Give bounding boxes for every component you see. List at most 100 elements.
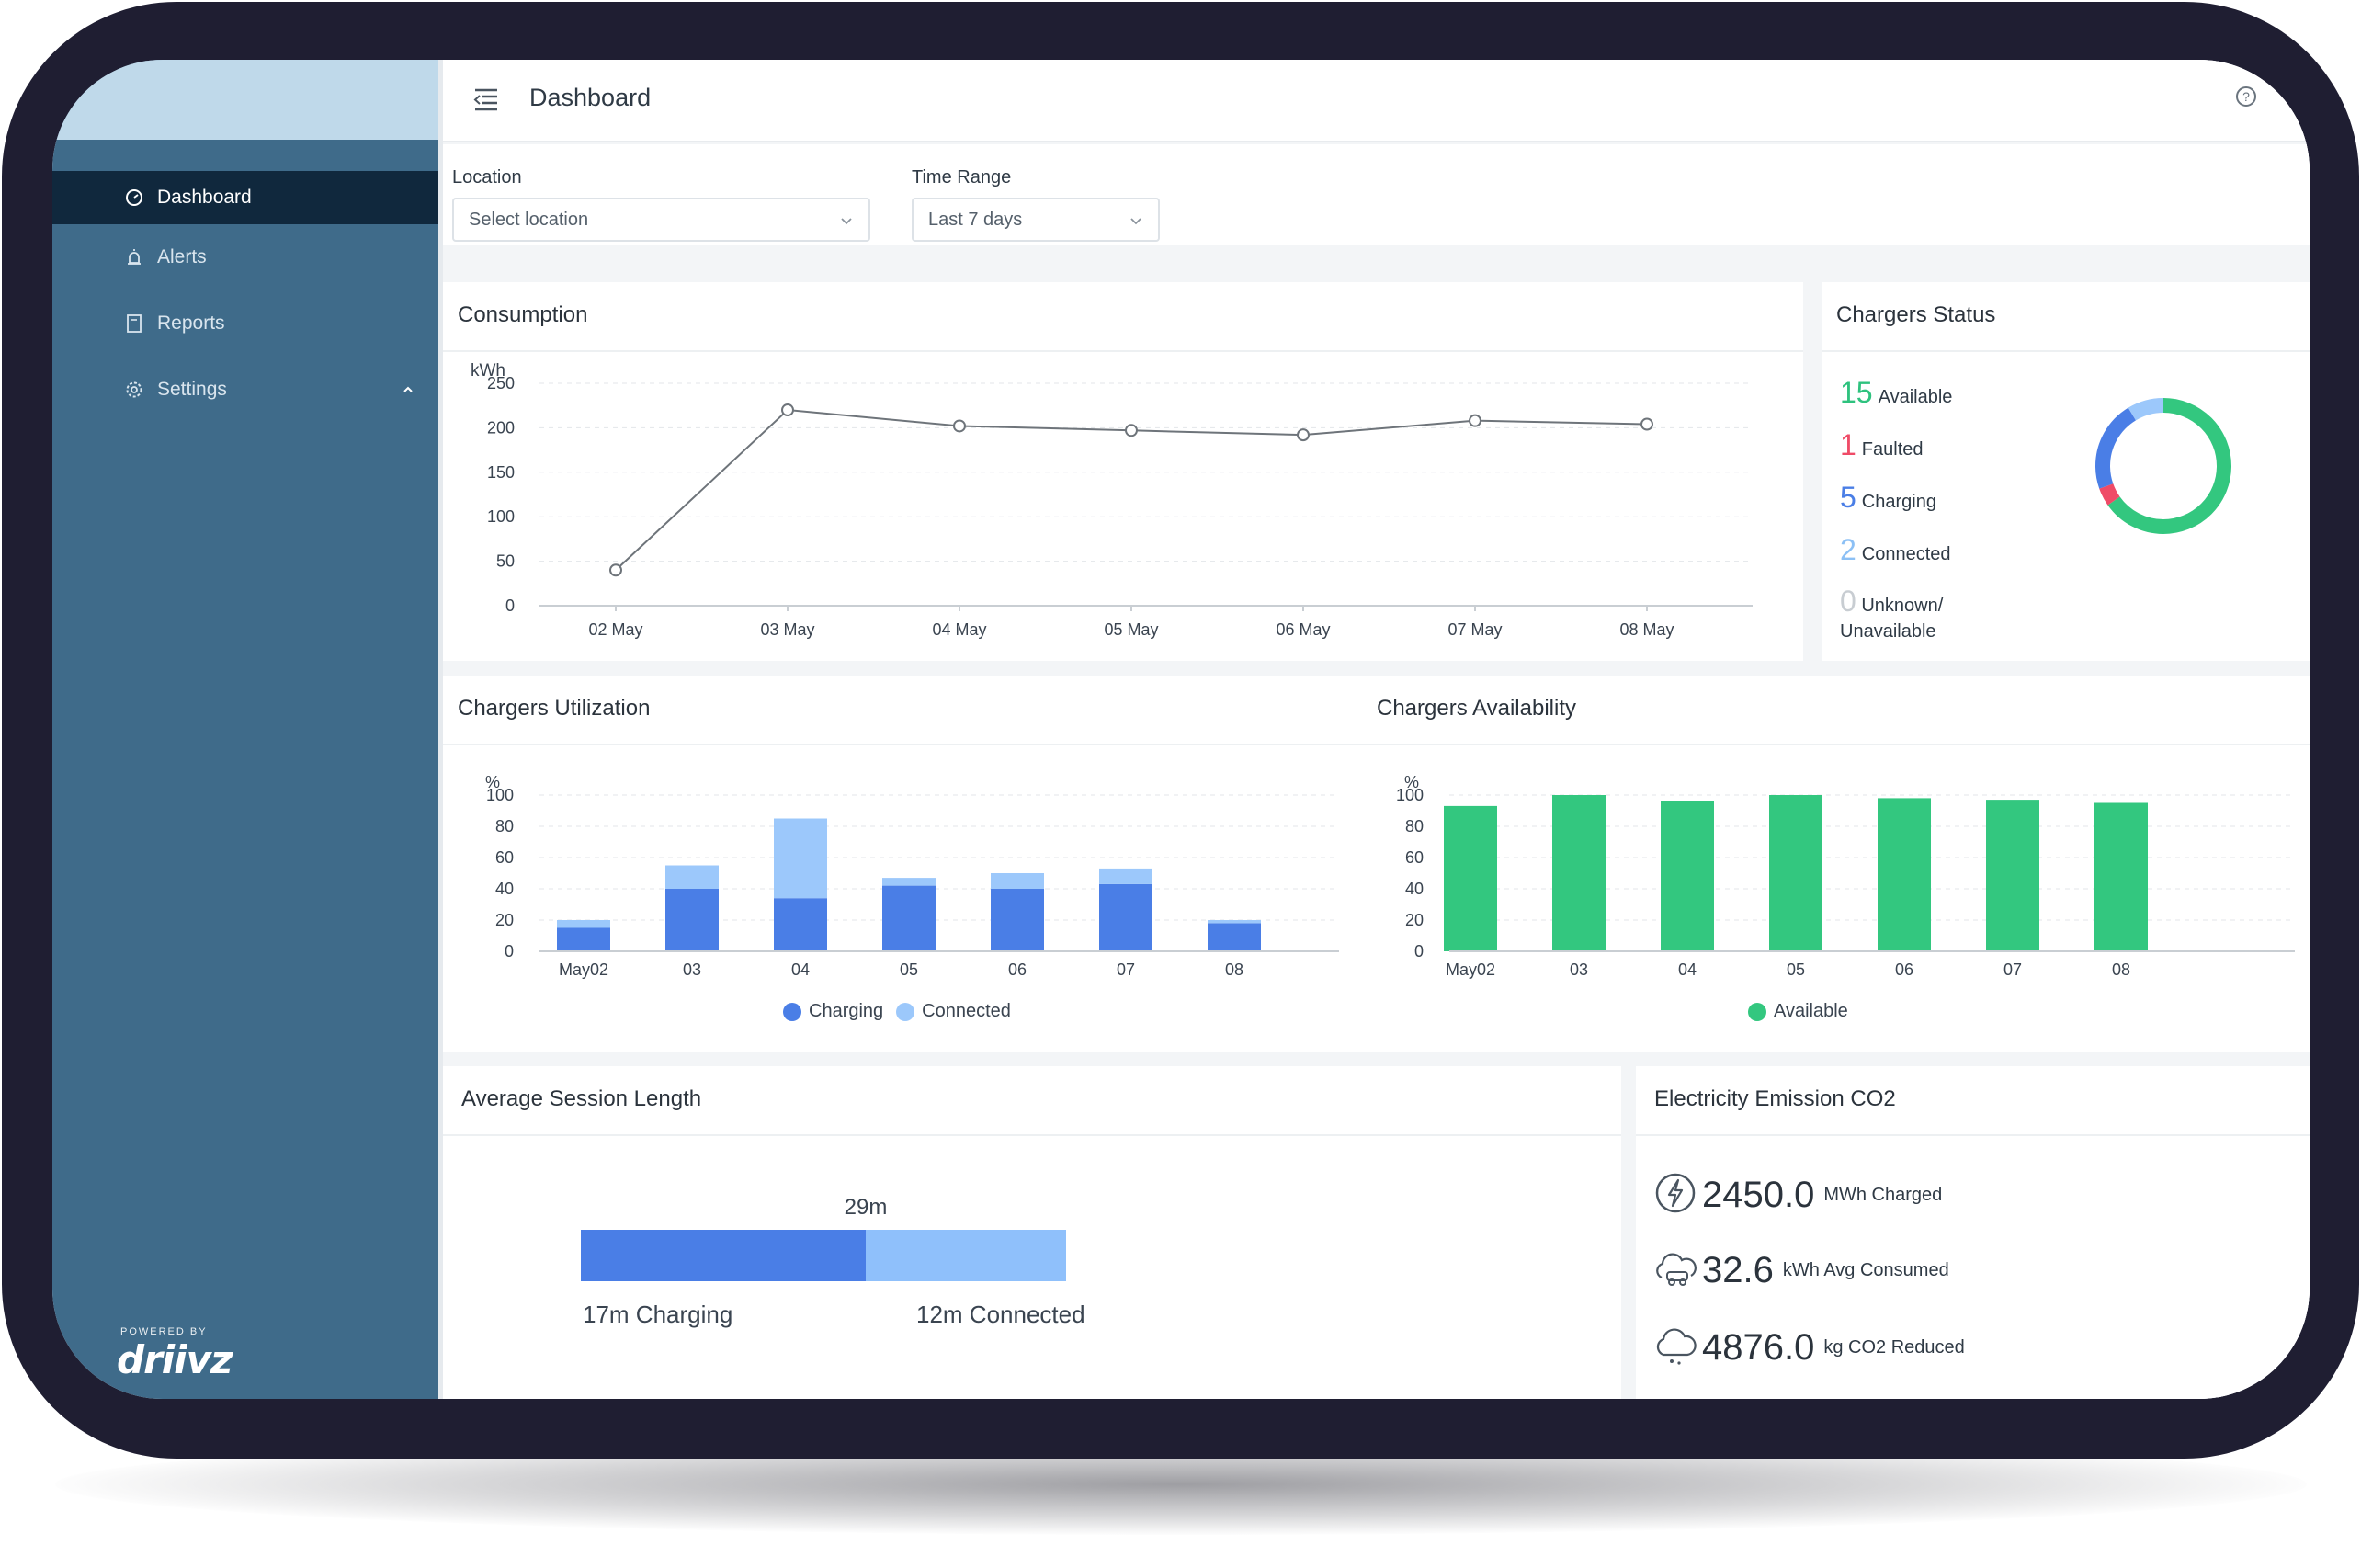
x-tick-label: 06 <box>1008 960 1027 979</box>
status-label: Unknown/ <box>1861 596 1944 616</box>
status-count: 1 <box>1840 428 1856 461</box>
location-select[interactable]: Select location <box>452 198 870 242</box>
bar-charging <box>882 885 936 951</box>
y-tick-label: 100 <box>1396 786 1424 804</box>
utilization-legend: Charging Connected <box>783 1001 1011 1022</box>
status-unknown[interactable]: 0 Unknown/ Unavailable <box>1840 586 1944 644</box>
x-tick-label: 07 May <box>1447 620 1502 639</box>
sidebar: Dashboard Alerts Reports Settings <box>52 60 438 1399</box>
dashboard-icon <box>124 187 144 208</box>
donut-slice-connected <box>2095 398 2231 534</box>
x-tick-label: 06 May <box>1276 620 1330 639</box>
x-tick-label: May02 <box>1446 960 1495 979</box>
car-cloud-icon <box>1654 1250 1697 1291</box>
data-point <box>953 419 966 433</box>
session-connected-label: 12m Connected <box>916 1301 1085 1328</box>
bar-charging <box>557 927 610 951</box>
status-available[interactable]: 15 Available <box>1840 376 1952 410</box>
bar-charging <box>665 889 719 951</box>
card-divider <box>443 350 1803 352</box>
status-label: Unavailable <box>1840 621 1936 642</box>
legend-label-available: Available <box>1774 1001 1848 1021</box>
help-icon[interactable]: ? <box>2235 85 2257 112</box>
y-tick-label: 100 <box>486 786 514 804</box>
status-label: Available <box>1878 387 1953 407</box>
sidebar-logo-area <box>52 60 438 140</box>
y-axis-unit: % <box>485 773 500 791</box>
chargers-status-card: Chargers Status 15 Available 1 Faulted 5… <box>1822 282 2310 661</box>
x-tick-label: 04 <box>1678 960 1697 979</box>
x-tick-label: 05 <box>1787 960 1805 979</box>
status-label: Connected <box>1861 544 1951 564</box>
y-tick-label: 150 <box>487 463 515 482</box>
menu-collapse-icon[interactable] <box>473 87 499 116</box>
bar-connected <box>557 920 610 928</box>
bar-connected <box>1099 868 1152 884</box>
y-tick-label: 80 <box>495 817 514 835</box>
sidebar-item-label: Settings <box>157 379 227 400</box>
lightning-icon <box>1654 1172 1697 1219</box>
status-connected[interactable]: 2 Connected <box>1840 533 1951 567</box>
status-charging[interactable]: 5 Charging <box>1840 481 1936 515</box>
y-tick-label: 200 <box>487 418 515 437</box>
x-tick-label: 03 <box>1570 960 1588 979</box>
bar-available <box>1986 800 2039 951</box>
bar-charging <box>991 889 1044 951</box>
emission-value: 32.6 <box>1702 1250 1774 1290</box>
card-divider <box>443 744 1362 745</box>
emission-row-consumed: 32.6 kWh Avg Consumed <box>1654 1250 1949 1291</box>
data-point <box>781 403 794 417</box>
data-point <box>1469 414 1481 427</box>
chargers-status-title: Chargers Status <box>1836 302 1996 327</box>
legend-label-charging: Charging <box>809 1001 884 1021</box>
filter-bar: Location Select location Time Range Last… <box>443 144 2310 245</box>
legend-label-connected: Connected <box>922 1001 1011 1021</box>
header-bar: Dashboard ? <box>443 60 2310 142</box>
legend-swatch-available <box>1748 1002 1766 1021</box>
x-tick-label: 03 May <box>760 620 814 639</box>
cloud-icon <box>1654 1325 1697 1370</box>
card-divider <box>1822 350 2310 352</box>
svg-text:?: ? <box>2242 89 2250 104</box>
session-bar-charging <box>581 1230 866 1281</box>
card-divider <box>1636 1134 2310 1136</box>
sidebar-item-settings[interactable]: Settings <box>52 363 438 416</box>
y-tick-label: 0 <box>505 942 514 960</box>
bar-available <box>1552 795 1606 951</box>
card-divider <box>443 1134 1621 1136</box>
utilization-card: Chargers Utilization % 100 80 60 40 20 0 May02 0… <box>443 676 1362 1052</box>
emission-row-reduced: 4876.0 kg CO2 Reduced <box>1654 1325 1965 1370</box>
chevron-down-icon <box>839 212 854 233</box>
sidebar-item-alerts[interactable]: Alerts <box>52 231 438 284</box>
chevron-up-icon[interactable] <box>402 380 414 402</box>
y-tick-label: 40 <box>495 880 514 898</box>
location-label: Location <box>452 167 522 187</box>
x-tick-label: 07 <box>1117 960 1135 979</box>
session-charging-label: 17m Charging <box>583 1301 733 1328</box>
sidebar-item-label: Alerts <box>157 246 207 267</box>
y-tick-label: 60 <box>495 848 514 867</box>
gear-icon <box>124 380 144 400</box>
time-range-select[interactable]: Last 7 days <box>912 198 1160 242</box>
status-label: Charging <box>1861 492 1936 512</box>
location-select-value: Select location <box>469 209 589 230</box>
sidebar-item-reports[interactable]: Reports <box>52 297 438 350</box>
data-point <box>1640 417 1653 431</box>
y-axis-unit: kWh <box>471 361 505 381</box>
status-count: 15 <box>1840 376 1873 409</box>
emission-value: 2450.0 <box>1702 1175 1815 1215</box>
chevron-down-icon <box>1129 212 1143 233</box>
status-faulted[interactable]: 1 Faulted <box>1840 428 1924 462</box>
sidebar-item-dashboard[interactable]: Dashboard <box>52 171 438 224</box>
bar-charging <box>1208 923 1261 951</box>
session-title: Average Session Length <box>461 1086 702 1111</box>
bar-charging <box>1099 883 1152 951</box>
availability-card: Chargers Availability % 100 80 60 40 20 0 May02… <box>1362 676 2310 1052</box>
session-bar <box>581 1230 1066 1281</box>
brand-name: driivz <box>117 1337 233 1382</box>
tablet-screen: Dashboard Alerts Reports Settings <box>52 60 2310 1399</box>
availability-legend: Available <box>1748 1001 1848 1022</box>
emission-unit: MWh Charged <box>1823 1185 1943 1205</box>
donut-slice-charging <box>2095 398 2231 534</box>
